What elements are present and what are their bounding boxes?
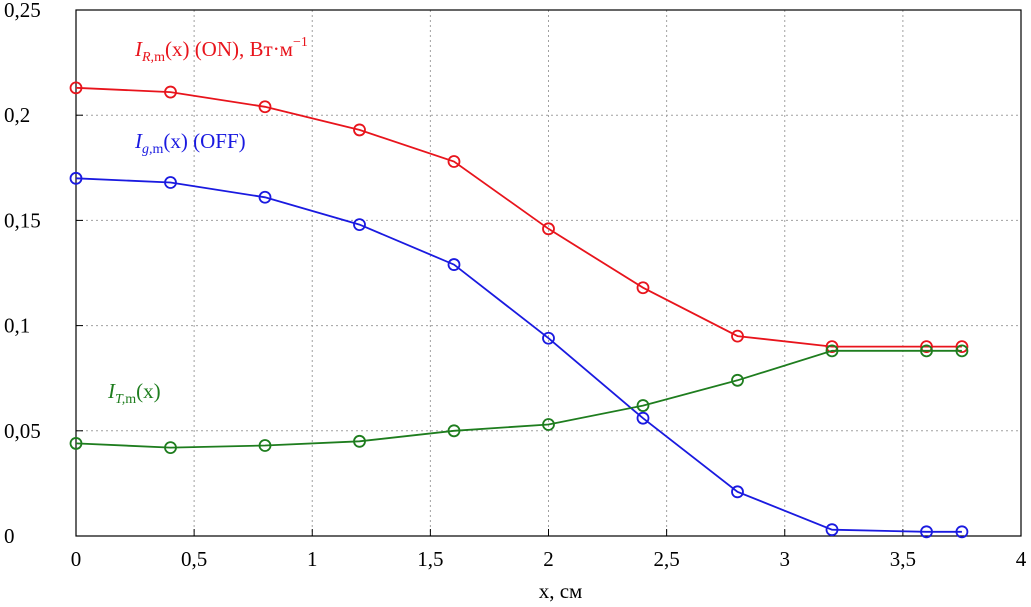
data-point	[258, 100, 272, 114]
data-point	[731, 485, 744, 499]
data-point	[920, 340, 933, 354]
series-0	[69, 81, 969, 354]
series-line	[75, 177, 962, 533]
y-tick-label: 0,25	[4, 0, 41, 22]
data-point	[542, 418, 555, 431]
grid-lines	[75, 9, 1022, 537]
x-tick-label: 0	[71, 547, 82, 571]
data-point	[825, 523, 839, 537]
y-tick-label: 0,05	[4, 419, 41, 443]
x-tick-label: 1,5	[417, 547, 443, 571]
data-point	[164, 176, 177, 189]
data-point	[636, 399, 650, 412]
series-1	[69, 171, 969, 539]
x-tick-label: 3,5	[890, 547, 916, 571]
data-point	[69, 81, 83, 95]
data-point	[353, 434, 366, 448]
data-point	[69, 437, 83, 450]
series-label: IR,m(x) (ON), Вт·м−1	[134, 35, 308, 65]
series-line	[75, 349, 962, 449]
data-point	[69, 171, 83, 185]
data-point	[636, 411, 650, 425]
data-point	[542, 331, 555, 345]
data-point	[353, 123, 366, 137]
series-2	[69, 344, 969, 455]
series-label: IT,m(x)	[107, 379, 161, 407]
data-point	[447, 258, 461, 271]
data-point	[447, 424, 461, 438]
data-point	[825, 340, 839, 354]
data-point	[731, 329, 744, 343]
series-labels: IR,m(x) (ON), Вт·м−1 Ig,m(x) (OFF) IT,m(x)	[107, 35, 308, 407]
x-axis-label: x, см	[539, 579, 583, 603]
x-tick-label: 1	[307, 547, 318, 571]
data-point	[353, 218, 366, 232]
y-tick-label: 0,1	[4, 314, 30, 338]
plot-frame	[75, 9, 1022, 537]
series-line	[75, 86, 962, 348]
data-point	[825, 344, 839, 358]
x-tick-label: 4	[1016, 547, 1027, 571]
series-group	[69, 81, 969, 539]
data-point	[164, 441, 177, 455]
data-point	[920, 525, 933, 539]
data-point	[258, 439, 272, 452]
y-tick-label: 0	[4, 524, 15, 548]
data-point	[955, 525, 969, 539]
x-tick-label: 3	[780, 547, 791, 571]
data-point	[955, 340, 969, 354]
y-tick-label: 0,2	[4, 103, 30, 127]
data-point	[542, 222, 555, 236]
data-point	[731, 373, 744, 387]
x-tick-label: 2	[543, 547, 554, 571]
y-tick-label: 0,15	[4, 208, 41, 232]
data-point	[164, 85, 177, 99]
data-point	[955, 344, 969, 358]
data-point	[447, 155, 461, 168]
series-label: Ig,m(x) (OFF)	[134, 129, 246, 157]
x-tick-label: 0,5	[181, 547, 207, 571]
data-point	[920, 344, 933, 358]
x-tick-label: 2,5	[654, 547, 680, 571]
data-point	[636, 281, 650, 295]
data-point	[258, 190, 272, 204]
axis-ticks: 0 0,5 1 1,5 2 2,5 3 3,5 4 0 0,05 0,1 0,15 0,2 0,25	[4, 0, 1027, 571]
